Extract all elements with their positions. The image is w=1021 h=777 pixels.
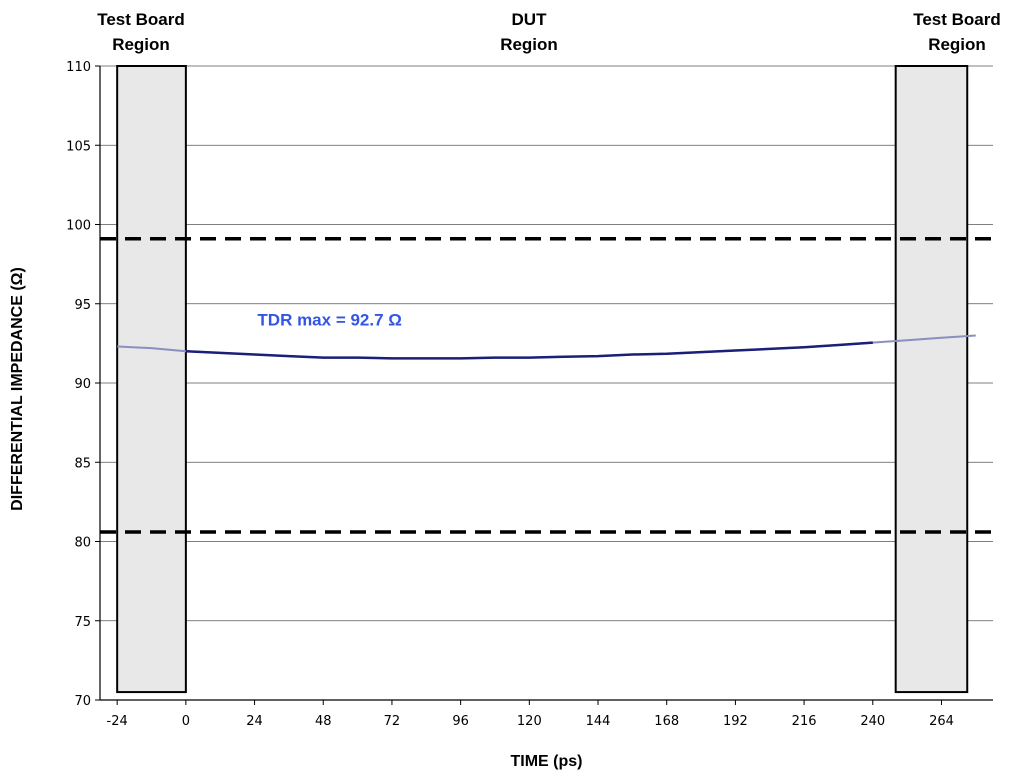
labels: 70 75 80 85 90 95 100 105 110 -24 0 24 48 72 96 120 144 1… bbox=[9, 10, 1001, 770]
y-tick-label: 110 bbox=[66, 60, 91, 75]
x-tick-label: 48 bbox=[315, 714, 332, 729]
grid-lines bbox=[100, 65, 993, 701]
y-tick-label: 70 bbox=[74, 694, 91, 709]
x-tick-label: 264 bbox=[929, 714, 954, 729]
axes bbox=[95, 65, 993, 705]
x-tick-label: 96 bbox=[452, 714, 469, 729]
x-tick-label: 144 bbox=[586, 714, 611, 729]
region-label-line2: Region bbox=[112, 35, 170, 54]
y-axis-title: DIFFERENTIAL IMPEDANCE (Ω) bbox=[9, 267, 26, 511]
x-tick-label: 72 bbox=[384, 714, 401, 729]
region-box-0 bbox=[116, 65, 187, 694]
region-label-line1: DUT bbox=[512, 10, 548, 29]
y-tick-label: 85 bbox=[74, 456, 91, 471]
region-label-line1: Test Board bbox=[913, 10, 1001, 29]
x-axis-title: TIME (ps) bbox=[511, 753, 583, 770]
region-label-line2: Region bbox=[500, 35, 558, 54]
series-line-0 bbox=[185, 341, 873, 360]
series-layer bbox=[117, 334, 976, 360]
y-tick-label: 95 bbox=[74, 298, 91, 313]
y-tick-label: 75 bbox=[74, 615, 91, 630]
y-tick-label: 80 bbox=[74, 536, 91, 551]
x-tick-label: 168 bbox=[654, 714, 679, 729]
x-tick-label: 120 bbox=[517, 714, 542, 729]
y-tick-label: 105 bbox=[66, 139, 91, 154]
limit-lines bbox=[100, 237, 993, 534]
y-tick-label: 100 bbox=[66, 219, 91, 234]
region-label-line2: Region bbox=[928, 35, 986, 54]
region-label-line1: Test Board bbox=[97, 10, 185, 29]
x-tick-label: 216 bbox=[792, 714, 817, 729]
x-tick-label: -24 bbox=[107, 714, 128, 729]
x-tick-label: 0 bbox=[182, 714, 190, 729]
tdr-max-annotation: TDR max = 92.7 Ω bbox=[257, 311, 402, 330]
y-tick-label: 90 bbox=[74, 377, 91, 392]
test-board-regions bbox=[116, 65, 969, 694]
region-box-2 bbox=[894, 65, 969, 694]
x-tick-label: 240 bbox=[860, 714, 885, 729]
x-tick-label: 192 bbox=[723, 714, 748, 729]
x-tick-label: 24 bbox=[246, 714, 263, 729]
